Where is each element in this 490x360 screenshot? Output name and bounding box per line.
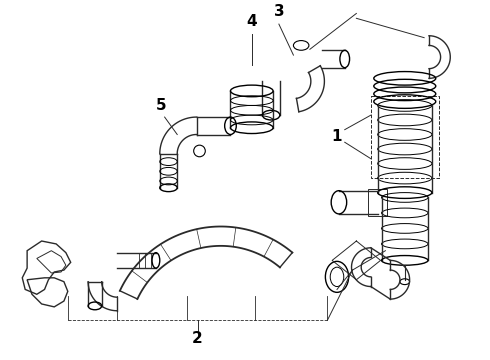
Bar [371, 96, 439, 178]
Text: 2: 2 [192, 331, 203, 346]
Bar [368, 189, 388, 216]
Text: 1: 1 [332, 129, 342, 144]
Text: 4: 4 [246, 14, 257, 29]
Text: 5: 5 [155, 98, 166, 113]
Text: 3: 3 [273, 4, 284, 19]
